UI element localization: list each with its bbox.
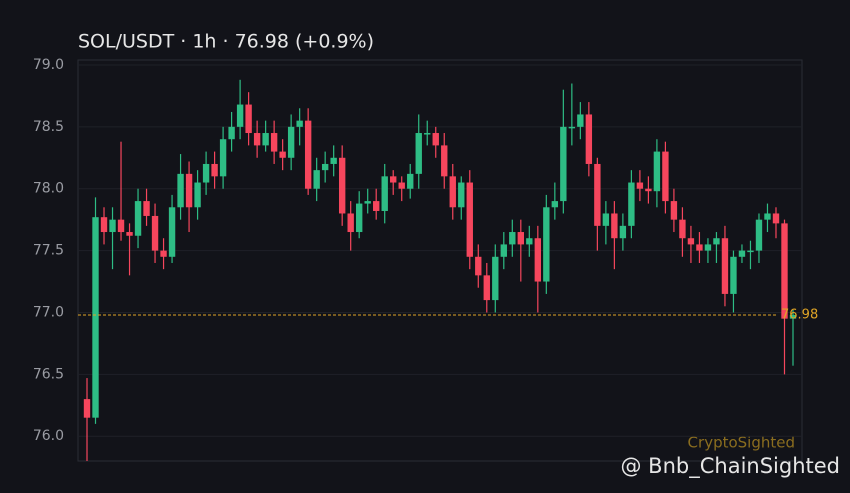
candle-body bbox=[789, 314, 797, 319]
candle-body bbox=[364, 201, 371, 204]
candle-body bbox=[117, 219, 125, 233]
candle-body bbox=[330, 157, 337, 164]
candle-body bbox=[185, 173, 193, 208]
candle-body bbox=[296, 120, 303, 127]
candle-body bbox=[526, 238, 533, 245]
candle-body bbox=[679, 219, 686, 239]
y-tick-label: 79.0 bbox=[33, 57, 64, 73]
candle-body bbox=[730, 256, 737, 294]
candle-body bbox=[560, 126, 567, 202]
candle-body bbox=[645, 188, 652, 192]
candle-body bbox=[321, 163, 329, 171]
candle-body bbox=[313, 170, 320, 189]
candle-body bbox=[500, 244, 507, 257]
candle-body bbox=[151, 215, 159, 251]
candle-body bbox=[687, 238, 695, 245]
candle-body bbox=[304, 120, 312, 189]
candle-body bbox=[134, 201, 142, 236]
candle-body bbox=[619, 225, 627, 239]
candle-body bbox=[109, 219, 116, 233]
candle-body bbox=[279, 151, 286, 158]
candle-body bbox=[738, 250, 746, 257]
candle-body bbox=[636, 182, 644, 189]
candle-body bbox=[347, 213, 354, 233]
candle-body bbox=[441, 145, 448, 177]
candle-body bbox=[177, 173, 184, 208]
candle-body bbox=[270, 133, 278, 152]
candle-body bbox=[194, 182, 201, 208]
candle-body bbox=[662, 151, 669, 202]
candle-body bbox=[551, 201, 559, 208]
candle-body bbox=[407, 173, 414, 189]
candle-body bbox=[611, 213, 618, 239]
y-tick-label: 78.0 bbox=[33, 181, 64, 197]
candle-body bbox=[236, 104, 244, 127]
watermark: CryptoSighted bbox=[688, 434, 795, 452]
candle-body bbox=[245, 104, 252, 134]
candle-body bbox=[228, 126, 235, 140]
candle-body bbox=[594, 163, 601, 226]
candle-body bbox=[747, 250, 754, 253]
candle-body bbox=[398, 182, 405, 189]
candle-body bbox=[449, 176, 456, 208]
y-tick-label: 78.5 bbox=[33, 119, 64, 135]
candle-body bbox=[253, 133, 261, 146]
candle-body bbox=[772, 213, 780, 224]
plot-frame bbox=[77, 59, 803, 462]
candle-body bbox=[568, 126, 576, 129]
candle-body bbox=[338, 157, 346, 214]
candle-body bbox=[287, 126, 295, 158]
candle-body bbox=[211, 163, 218, 177]
candle-body bbox=[356, 203, 363, 233]
candle-body bbox=[653, 151, 661, 192]
candle-body bbox=[202, 163, 210, 183]
y-tick-label: 76.0 bbox=[33, 428, 64, 444]
candle-body bbox=[602, 213, 610, 226]
candle-body bbox=[585, 114, 593, 164]
chart-title: SOL/USDT · 1h · 76.98 (+0.9%) bbox=[78, 31, 374, 53]
candle-body bbox=[670, 201, 678, 220]
candle-body bbox=[390, 176, 397, 183]
candle-body bbox=[509, 232, 516, 245]
candle-body bbox=[381, 176, 388, 211]
candle-body bbox=[424, 133, 431, 135]
candle-body bbox=[721, 238, 729, 294]
candle-body bbox=[458, 182, 465, 208]
candle-body bbox=[543, 207, 550, 282]
candle-body bbox=[755, 219, 763, 251]
credit: @ Bnb_ChainSighted bbox=[621, 454, 841, 479]
candle-body bbox=[92, 217, 99, 418]
candle-body bbox=[475, 256, 482, 276]
candle-body bbox=[764, 213, 771, 220]
candle-body bbox=[168, 207, 176, 257]
candle-body bbox=[160, 250, 167, 257]
candle-body bbox=[628, 182, 635, 226]
candle-body bbox=[466, 182, 473, 257]
candle-body bbox=[373, 201, 380, 211]
candle-body bbox=[219, 139, 227, 177]
candle-body bbox=[143, 201, 150, 216]
candle-body bbox=[126, 232, 133, 236]
candle-body bbox=[492, 256, 499, 301]
candle-body bbox=[577, 114, 584, 127]
candle-body bbox=[781, 223, 788, 319]
y-tick-label: 77.0 bbox=[33, 304, 64, 320]
candle-body bbox=[432, 133, 439, 146]
y-tick-label: 77.5 bbox=[33, 243, 64, 259]
candle-body bbox=[713, 238, 720, 245]
candle-body bbox=[517, 232, 524, 245]
candle-body bbox=[83, 399, 91, 418]
last-price-label: 76.98 bbox=[781, 307, 818, 322]
candle-body bbox=[415, 133, 422, 174]
candle-body bbox=[483, 275, 490, 301]
candle-body bbox=[696, 244, 703, 251]
candle-body bbox=[704, 244, 712, 251]
candle-body bbox=[100, 217, 108, 233]
y-tick-label: 76.5 bbox=[33, 366, 64, 382]
candle-body bbox=[262, 133, 269, 146]
candle-body bbox=[534, 238, 542, 282]
